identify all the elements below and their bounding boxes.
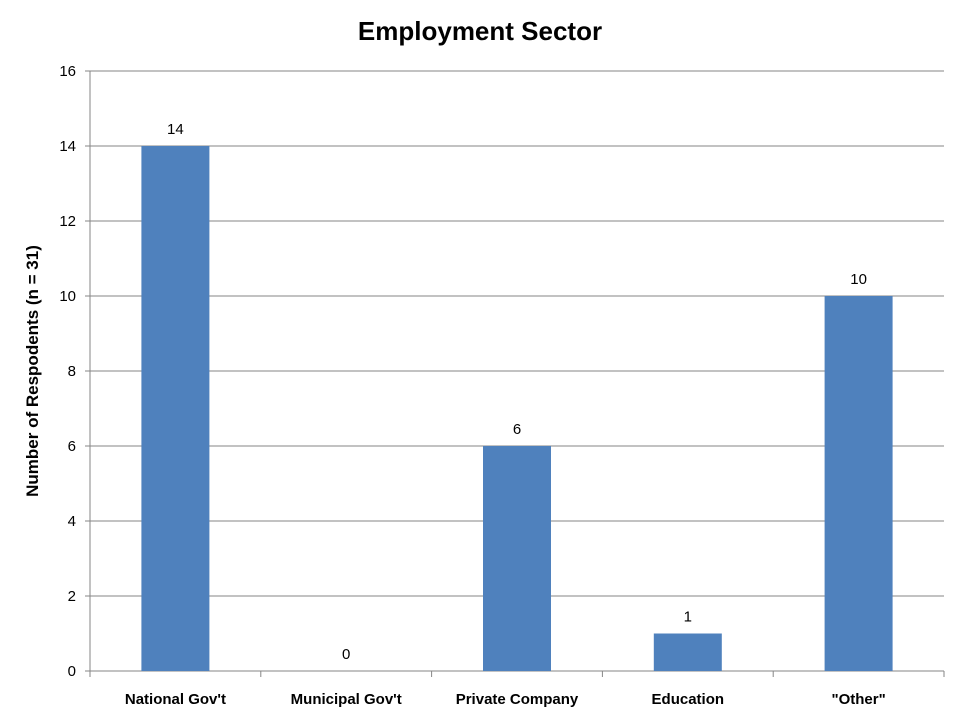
data-label: 10 — [850, 271, 867, 288]
x-category-label: Education — [652, 691, 725, 708]
x-category-label: "Other" — [831, 691, 885, 708]
y-tick-label: 10 — [59, 288, 76, 305]
bar — [141, 146, 210, 671]
data-labels: 14 0 6 1 10 — [167, 121, 867, 663]
data-label: 0 — [342, 646, 350, 663]
data-label: 6 — [513, 421, 521, 438]
x-category-label: Private Company — [456, 691, 579, 708]
chart-title: Employment Sector — [358, 16, 602, 46]
y-tick-label: 8 — [68, 363, 76, 380]
x-axis-categories: National Gov't Municipal Gov't Private Com… — [125, 691, 886, 708]
bar — [653, 633, 722, 671]
y-tick-label: 12 — [59, 213, 76, 230]
y-tick-label: 2 — [68, 588, 76, 605]
y-axis-title: Number of Respodents (n = 31) — [23, 245, 42, 497]
bars — [141, 146, 893, 671]
data-label: 1 — [684, 609, 692, 626]
y-axis-ticks: 0 2 4 6 8 10 12 14 16 — [59, 63, 90, 680]
bar — [824, 296, 893, 671]
y-tick-label: 0 — [68, 663, 76, 680]
data-label: 14 — [167, 121, 184, 138]
bar — [483, 446, 551, 671]
y-tick-label: 14 — [59, 138, 76, 155]
y-tick-label: 4 — [68, 513, 76, 530]
x-category-label: Municipal Gov't — [291, 691, 402, 708]
y-tick-label: 6 — [68, 438, 76, 455]
y-tick-label: 16 — [59, 63, 76, 80]
x-category-label: National Gov't — [125, 691, 226, 708]
